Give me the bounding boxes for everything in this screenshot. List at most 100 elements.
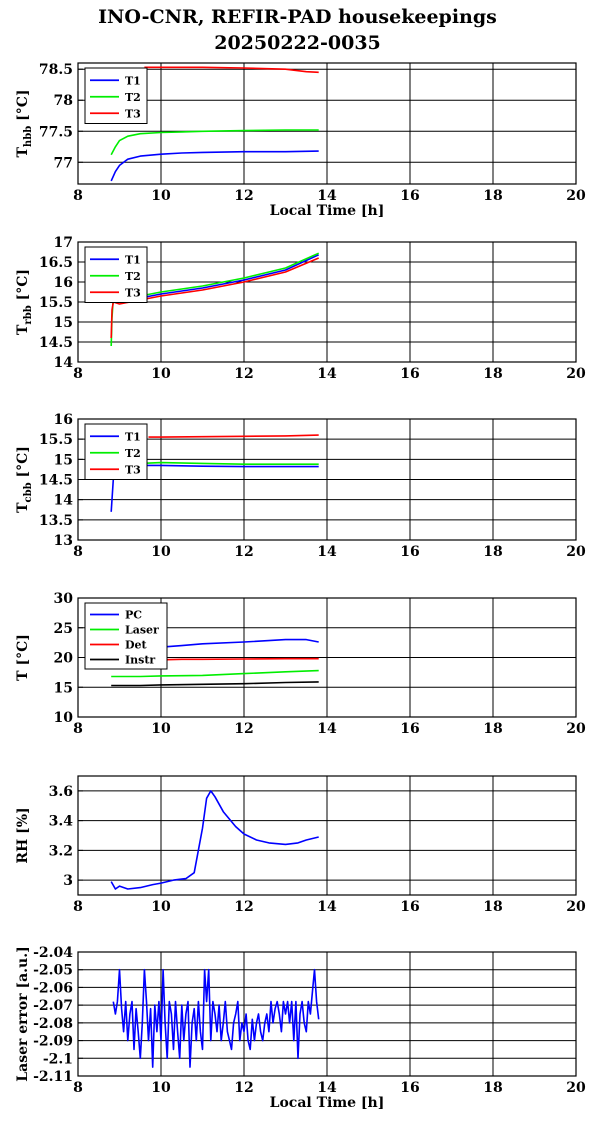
y-tick-label: 16 bbox=[54, 275, 73, 291]
x-tick-label: 20 bbox=[566, 544, 586, 560]
y-tick-label: 15 bbox=[54, 680, 73, 696]
x-tick-label: 14 bbox=[317, 1080, 337, 1096]
x-tick-label: 10 bbox=[151, 544, 171, 560]
y-tick-label: 3.6 bbox=[49, 784, 73, 800]
y-tick-label: 16 bbox=[54, 412, 73, 428]
y-tick-label: 77.5 bbox=[39, 124, 73, 140]
chart-panel-2: 8 10 12 14 16 18 20 14 14.5 15 15.5 16 16.5 17 Trbb [°… bbox=[15, 235, 586, 382]
y-tick-label: 3.4 bbox=[49, 814, 74, 830]
y-tick-label: 17 bbox=[54, 235, 73, 251]
x-tick-label: 16 bbox=[400, 1080, 419, 1096]
legend-box bbox=[84, 67, 148, 124]
chart-title-line2: 20250222-0035 bbox=[214, 32, 381, 54]
x-tick-label: 18 bbox=[483, 1080, 502, 1096]
legend-box bbox=[84, 246, 148, 303]
y-tick-label: 14.5 bbox=[39, 473, 73, 489]
legend-label-t2: T2 bbox=[125, 270, 141, 283]
legend-label-instr: Instr bbox=[125, 654, 155, 667]
series-line-data bbox=[112, 968, 320, 1068]
y-axis-label: Laser error [a.u.] bbox=[15, 946, 31, 1081]
x-tick-label: 14 bbox=[317, 899, 337, 915]
x-tick-label: 8 bbox=[73, 1080, 83, 1096]
chart-panel-5: 8 10 12 14 16 18 20 3 3.2 3.4 3.6 RH [%] bbox=[15, 775, 586, 915]
x-tick-label: 12 bbox=[234, 366, 253, 382]
y-tick-label: 78.5 bbox=[39, 62, 73, 78]
x-axis-label: Local Time [h] bbox=[270, 1095, 385, 1111]
y-tick-label: 3 bbox=[63, 873, 73, 889]
legend-label-t3: T3 bbox=[125, 463, 141, 476]
y-tick-label: -2.07 bbox=[33, 998, 73, 1014]
y-tick-label: -2.04 bbox=[33, 945, 73, 961]
series-line-det bbox=[156, 657, 319, 661]
y-axis-label: Tcbb [°C] bbox=[15, 446, 34, 513]
x-tick-label: 16 bbox=[400, 544, 419, 560]
y-tick-label: -2.1 bbox=[43, 1051, 73, 1067]
x-tick-label: 14 bbox=[317, 188, 337, 204]
x-tick-label: 10 bbox=[151, 899, 171, 915]
y-tick-label: 13.5 bbox=[39, 513, 73, 529]
x-tick-label: 8 bbox=[73, 544, 83, 560]
x-tick-label: 10 bbox=[151, 366, 171, 382]
legend-label-det: Det bbox=[125, 639, 148, 652]
y-tick-label: -2.09 bbox=[33, 1034, 73, 1050]
x-tick-label: 10 bbox=[151, 188, 171, 204]
series-line-t3 bbox=[110, 257, 320, 339]
y-tick-label: 14 bbox=[54, 355, 74, 371]
y-tick-label: -2.08 bbox=[33, 1016, 73, 1032]
chart-title-line1: INO-CNR, REFIR-PAD housekeepings bbox=[98, 6, 497, 28]
legend-label-t3: T3 bbox=[125, 286, 141, 299]
y-tick-label: 25 bbox=[54, 621, 73, 637]
series-line-laser bbox=[111, 669, 319, 678]
y-tick-label: 15 bbox=[54, 315, 73, 331]
legend-label-laser: Laser bbox=[125, 624, 159, 637]
x-tick-label: 18 bbox=[483, 721, 502, 737]
x-tick-label: 10 bbox=[151, 721, 171, 737]
chart-panel-6: 8 10 12 14 16 18 20 -2.11 -2.1-2.09 -2.08 -2.07 -2.… bbox=[15, 945, 586, 1111]
x-tick-label: 16 bbox=[400, 366, 419, 382]
x-tick-label: 10 bbox=[151, 1080, 171, 1096]
chart-panel-1: 8 10 12 14 16 18 20 77 77.5 78 78.5 Local Time [h] T… bbox=[15, 62, 586, 219]
y-axis-label: T [°C] bbox=[15, 634, 31, 681]
y-tick-label: 13 bbox=[54, 533, 73, 549]
y-tick-label: 16.5 bbox=[39, 255, 73, 271]
legend-label-t1: T1 bbox=[125, 74, 141, 87]
x-tick-label: 14 bbox=[317, 366, 337, 382]
x-tick-label: 18 bbox=[483, 188, 502, 204]
x-axis-label: Local Time [h] bbox=[270, 203, 385, 219]
y-tick-label: 78 bbox=[54, 93, 73, 109]
series-line-t3 bbox=[144, 66, 319, 74]
y-tick-label: -2.05 bbox=[33, 963, 73, 979]
y-tick-label: 15 bbox=[54, 452, 73, 468]
x-tick-label: 20 bbox=[566, 366, 586, 382]
legend-label-t2: T2 bbox=[125, 447, 141, 460]
chart-panel-3: 8 10 12 14 16 18 20 13 13.5 14 14.5 15 15.5 16 Tcbb [°… bbox=[15, 412, 586, 560]
series-line-t2 bbox=[110, 129, 319, 156]
y-tick-label: 14.5 bbox=[39, 335, 73, 351]
y-tick-label: 77 bbox=[54, 155, 73, 171]
x-tick-label: 12 bbox=[234, 544, 253, 560]
legend-box bbox=[84, 423, 148, 480]
x-tick-label: 20 bbox=[566, 721, 586, 737]
x-tick-label: 18 bbox=[483, 899, 502, 915]
series-line-instr bbox=[111, 681, 319, 687]
x-tick-label: 8 bbox=[73, 721, 83, 737]
x-tick-label: 20 bbox=[566, 188, 586, 204]
y-axis-label: RH [%] bbox=[15, 807, 31, 863]
y-axis-label: Thbb [°C] bbox=[15, 90, 34, 158]
x-tick-label: 20 bbox=[566, 1080, 586, 1096]
x-tick-label: 12 bbox=[234, 721, 253, 737]
x-tick-label: 18 bbox=[483, 366, 502, 382]
series-line-t1 bbox=[110, 150, 319, 182]
y-tick-label: 14 bbox=[54, 493, 74, 509]
x-tick-label: 12 bbox=[234, 899, 253, 915]
x-tick-label: 18 bbox=[483, 544, 502, 560]
x-tick-label: 12 bbox=[234, 188, 253, 204]
legend-label-t1: T1 bbox=[125, 253, 141, 266]
x-tick-label: 16 bbox=[400, 188, 419, 204]
y-tick-label: -2.11 bbox=[33, 1069, 73, 1085]
y-tick-label: 30 bbox=[54, 591, 74, 607]
legend-label-t3: T3 bbox=[125, 107, 141, 120]
series-line-data bbox=[110, 790, 319, 890]
x-tick-label: 16 bbox=[400, 899, 419, 915]
